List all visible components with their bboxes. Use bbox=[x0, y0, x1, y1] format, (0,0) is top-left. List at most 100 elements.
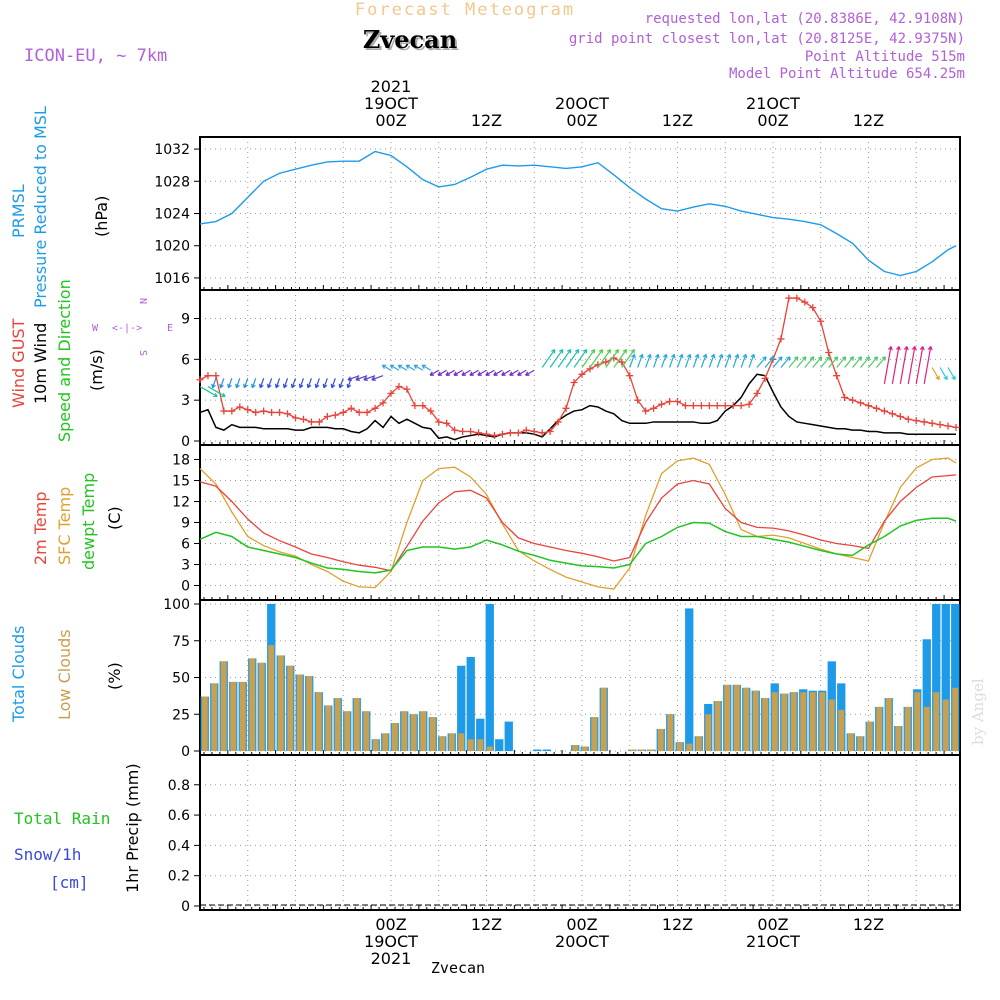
snow-cm-label: [cm] bbox=[50, 873, 89, 892]
gust-point bbox=[331, 411, 339, 419]
model-label: ICON-EU, ~ 7km bbox=[24, 46, 167, 66]
gust-point bbox=[817, 317, 825, 325]
wind-direction-arrow bbox=[629, 353, 636, 368]
low-cloud-bar bbox=[743, 687, 750, 751]
total-cloud-bar bbox=[485, 604, 494, 751]
low-cloud-bar bbox=[220, 661, 227, 751]
low-cloud-bar bbox=[391, 723, 398, 751]
wind-direction-arrow bbox=[557, 348, 572, 368]
wind-direction-arrow bbox=[668, 353, 676, 368]
wind-direction-arrow bbox=[931, 367, 940, 381]
wind-direction-arrow bbox=[453, 369, 463, 376]
gust-point bbox=[506, 429, 514, 437]
wind-axis-labels: Wind GUST 10m Wind Speed and Direction (… bbox=[9, 279, 173, 442]
wind-unit: (m/s) bbox=[87, 349, 106, 391]
gust-point bbox=[347, 404, 355, 412]
gust-point bbox=[920, 418, 928, 426]
bottom-time-label: 21OCT bbox=[746, 932, 800, 951]
low-cloud-bar bbox=[230, 681, 237, 751]
low-cloud-bar bbox=[828, 699, 835, 751]
wind-direction-arrow bbox=[796, 356, 807, 368]
low-cloud-bar bbox=[429, 717, 436, 751]
wind-direction-arrow bbox=[267, 378, 273, 389]
gust-point bbox=[236, 403, 244, 411]
top-time-label: 00Z bbox=[757, 111, 788, 130]
series-wind-gust bbox=[199, 297, 957, 437]
low-cloud-bar bbox=[372, 739, 379, 751]
low-cloud-bar bbox=[600, 687, 607, 751]
gust-point bbox=[721, 402, 729, 410]
gust-point bbox=[849, 396, 857, 404]
gust-point bbox=[737, 402, 745, 410]
y-tick-label-pressure: 1020 bbox=[154, 239, 190, 255]
gust-point bbox=[650, 404, 658, 412]
low-cloud-bar bbox=[638, 749, 645, 751]
gust-point bbox=[299, 415, 307, 423]
bottom-time-label: 20OCT bbox=[555, 932, 609, 951]
low-cloud-bar bbox=[572, 745, 579, 751]
gust-point bbox=[339, 408, 347, 416]
low-cloud-bar bbox=[467, 739, 474, 751]
wind-direction-arrow bbox=[211, 378, 217, 389]
low-cloud-label: Low Clouds bbox=[55, 629, 74, 720]
y-tick-label-temp: 12 bbox=[172, 495, 190, 511]
low-cloud-bar bbox=[676, 742, 683, 751]
gust-point bbox=[952, 423, 960, 431]
gust-point bbox=[196, 376, 204, 384]
total-cloud-bar bbox=[495, 739, 504, 751]
gust-point bbox=[888, 410, 896, 418]
y-tick-label-wind: 3 bbox=[181, 393, 190, 409]
watermark: by Angel bbox=[969, 678, 987, 745]
compass-e: E bbox=[167, 323, 173, 334]
gust-point bbox=[912, 417, 920, 425]
low-cloud-bar bbox=[420, 711, 427, 751]
y-tick-label-clouds: 25 bbox=[172, 707, 190, 723]
low-cloud-bar bbox=[315, 692, 322, 751]
gust-point bbox=[355, 408, 363, 416]
total-cloud-bar bbox=[466, 656, 475, 751]
wind-direction-arrow bbox=[259, 378, 265, 389]
low-cloud-bar bbox=[847, 733, 854, 751]
y-tick-label-clouds: 75 bbox=[172, 634, 190, 650]
gust-point bbox=[379, 399, 387, 407]
location-title: Zvecan bbox=[365, 27, 459, 56]
y-tick-label-temp: 6 bbox=[181, 537, 190, 553]
wind-direction-arrow bbox=[947, 367, 956, 381]
gust-point bbox=[204, 372, 212, 380]
gust-point bbox=[419, 402, 427, 410]
low-cloud-bar bbox=[486, 746, 493, 751]
total-cloud-bar bbox=[542, 749, 551, 751]
wind-direction-arrow bbox=[676, 353, 684, 368]
location-title-front: Zvecan bbox=[363, 25, 457, 54]
gust-point bbox=[753, 389, 761, 397]
wind-direction-arrow bbox=[637, 353, 644, 368]
y-tick-label-temp: 18 bbox=[172, 453, 190, 469]
low-cloud-bar bbox=[581, 746, 588, 751]
wind-direction-arrow bbox=[469, 369, 479, 376]
low-cloud-bar bbox=[211, 683, 218, 751]
wind-direction-arrow bbox=[298, 378, 305, 389]
gust-point bbox=[490, 432, 498, 440]
pressure-unit: (hPa) bbox=[92, 196, 111, 237]
wind-direction-arrow bbox=[493, 369, 503, 376]
wind-direction-arrow bbox=[820, 356, 831, 368]
gust-point bbox=[244, 406, 252, 414]
gust-point bbox=[387, 389, 395, 397]
low-cloud-bar bbox=[933, 692, 940, 751]
gust-point bbox=[475, 429, 483, 437]
low-cloud-bar bbox=[809, 692, 816, 751]
gust-point bbox=[546, 427, 554, 435]
gust-point bbox=[689, 402, 697, 410]
gust-point bbox=[880, 407, 888, 415]
wind-direction-arrow bbox=[812, 356, 823, 368]
gust-point bbox=[936, 421, 944, 429]
wind-direction-arrow bbox=[322, 378, 328, 389]
low-cloud-bar bbox=[363, 711, 370, 751]
low-cloud-bar bbox=[667, 714, 674, 751]
gust-point bbox=[634, 396, 642, 404]
wind-direction-arrow bbox=[347, 375, 360, 381]
gust-point bbox=[451, 426, 459, 434]
forecast-meteogram-title: Forecast Meteogram bbox=[355, 0, 575, 20]
wind-direction-arrow bbox=[282, 378, 289, 389]
